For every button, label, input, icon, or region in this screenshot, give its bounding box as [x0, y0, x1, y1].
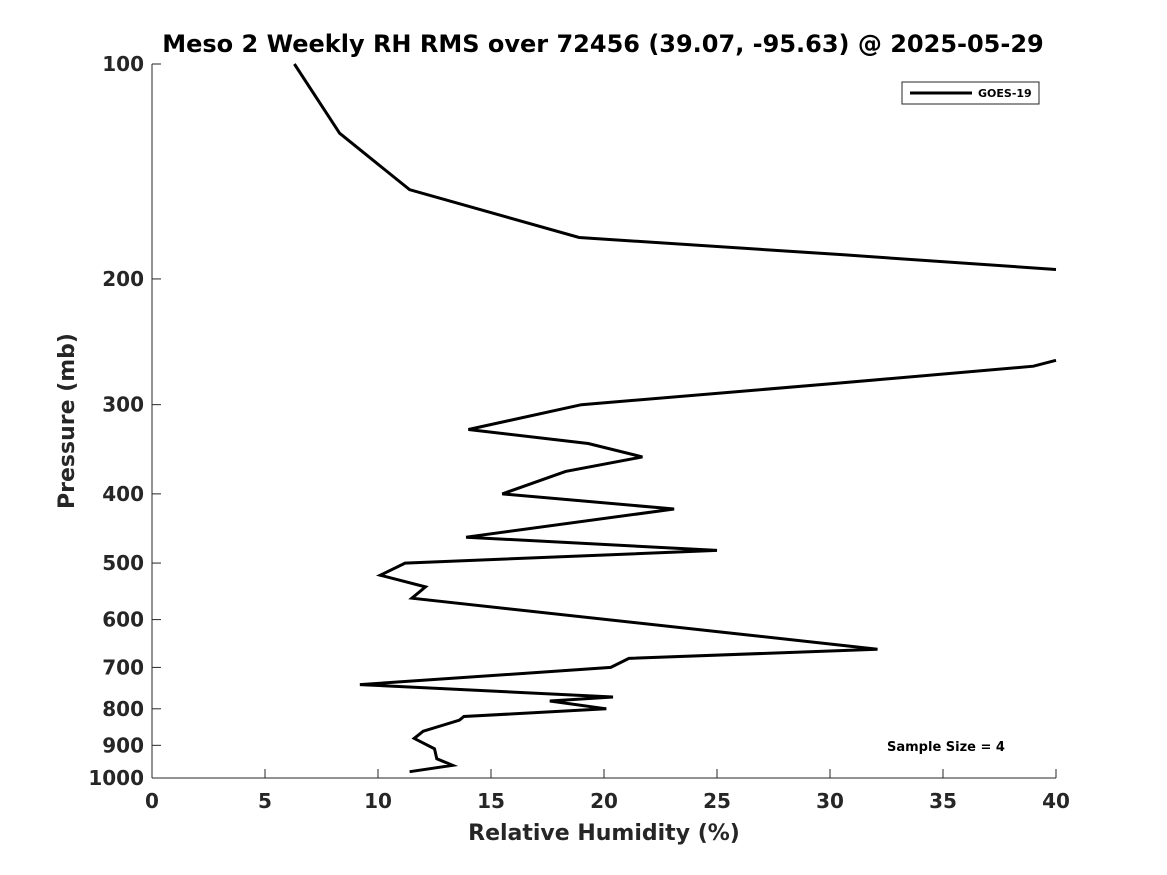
- y-axis: 100 200 300 400 500 600 700 800 900 1000: [88, 52, 161, 790]
- x-tick-label: 15: [477, 789, 505, 813]
- chart-title: Meso 2 Weekly RH RMS over 72456 (39.07, …: [162, 30, 1044, 58]
- sample-size-annotation: Sample Size = 4: [887, 740, 1005, 755]
- series-line-goes-19: [293, 63, 1057, 271]
- series-line-goes-19: [359, 358, 1057, 774]
- y-tick-label: 100: [102, 52, 144, 76]
- x-tick-label: 40: [1042, 789, 1070, 813]
- y-axis-label: Pressure (mb): [55, 333, 80, 509]
- x-tick-label: 25: [703, 789, 731, 813]
- y-tick-label: 800: [102, 697, 144, 721]
- legend-label: GOES-19: [978, 87, 1032, 100]
- y-tick-label: 300: [102, 393, 144, 417]
- y-tick-label: 500: [102, 551, 144, 575]
- x-tick-label: 30: [816, 789, 844, 813]
- x-tick-label: 0: [145, 789, 159, 813]
- x-tick-label: 20: [590, 789, 618, 813]
- legend: GOES-19: [901, 81, 1040, 105]
- y-tick-label: 900: [102, 733, 144, 757]
- x-axis-label: Relative Humidity (%): [468, 821, 740, 846]
- x-axis: 0 5 10 15 20 25 30 35 40: [145, 769, 1070, 813]
- y-tick-label: 600: [102, 608, 144, 632]
- y-tick-label: 700: [102, 655, 144, 679]
- y-tick-label: 400: [102, 482, 144, 506]
- x-tick-label: 10: [364, 789, 392, 813]
- y-tick-label: 200: [102, 267, 144, 291]
- plot-area: [293, 63, 1057, 774]
- x-tick-label: 5: [258, 789, 272, 813]
- x-tick-label: 35: [929, 789, 957, 813]
- y-tick-label: 1000: [88, 766, 144, 790]
